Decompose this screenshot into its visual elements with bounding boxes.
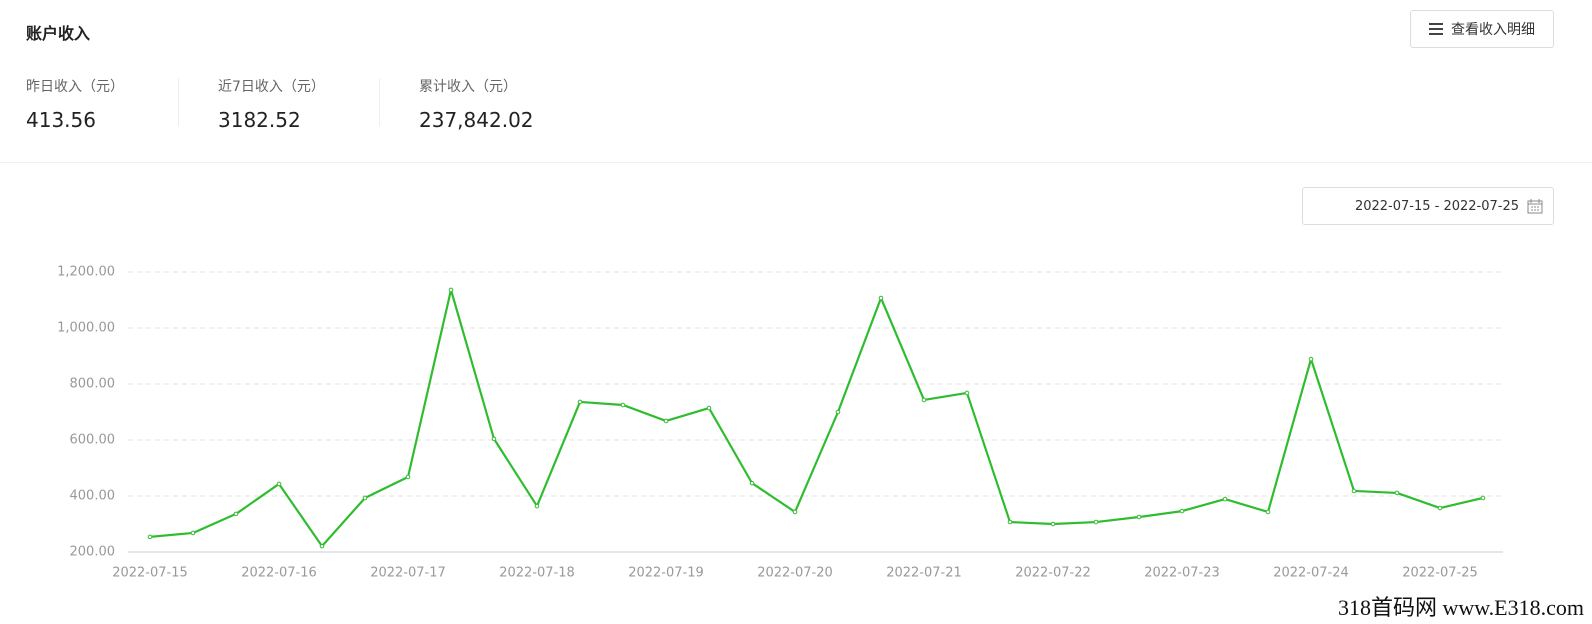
y-tick-label: 1,200.00 [57,265,115,280]
y-tick-label: 600.00 [70,433,116,448]
x-tick-label: 2022-07-20 [757,566,833,581]
point [1050,521,1056,527]
point [147,534,153,540]
stat-label: 近7日收入（元） [218,79,325,95]
x-tick-label: 2022-07-23 [1144,566,1220,581]
point [233,511,239,517]
stat: 累计收入（元） 237,842.02 [419,76,534,132]
date-picker[interactable]: 2022-07-15 - 2022-07-25 [1302,187,1554,225]
point [1179,508,1185,514]
line [149,288,1484,548]
stat: 昨日收入（元） 413.56 [26,76,124,132]
y-tick-label: 1,000.00 [57,321,115,336]
x-tick-label: 2022-07-18 [499,566,575,581]
point [835,409,841,415]
x-tick-label: 2022-07-24 [1273,566,1349,581]
point [1093,519,1099,525]
point [706,405,712,411]
x-tick-label: 2022-07-17 [370,566,446,581]
date-range: 2022-07-15 - 2022-07-25 [1354,198,1519,214]
point [1007,519,1013,525]
calendar-icon [1527,199,1543,214]
x-tick-label: 2022-07-16 [241,566,317,581]
point [1222,496,1228,502]
y-tick-label: 800.00 [70,377,116,392]
button-label: 查看收入明细 [1451,22,1535,38]
y-tick-label: 400.00 [70,489,116,504]
point [792,509,798,515]
x-tick-label: 2022-07-21 [886,566,962,581]
section-title: 账户收入 [26,24,91,43]
stat-value: 3182.52 [218,108,301,132]
point [620,402,626,408]
detail-button[interactable]: 查看收入明细 [1410,10,1554,48]
point [362,495,368,501]
point [663,418,669,424]
separator [379,78,380,126]
stat-label: 昨日收入（元） [26,79,124,95]
point [878,295,884,301]
point [276,481,282,487]
separator [178,78,179,126]
y-tick-label: 200.00 [70,545,116,560]
x-tick-label: 2022-07-19 [628,566,704,581]
point [964,390,970,396]
point [1136,514,1142,520]
point [190,530,196,536]
divider [0,162,1592,163]
point [577,399,583,405]
x-tick-label: 2022-07-15 [112,566,188,581]
x-tick-label: 2022-07-25 [1402,566,1478,581]
point [921,397,927,403]
stat-value: 237,842.02 [419,108,534,132]
point [749,480,755,486]
point [1480,495,1486,501]
point [319,543,325,549]
point [448,287,454,293]
point [1437,505,1443,511]
x-tick-label: 2022-07-22 [1015,566,1091,581]
watermark: 318首码网 www.E318.com [1333,590,1588,622]
point [1308,356,1314,362]
stat: 近7日收入（元） 3182.52 [218,76,325,132]
menu-icon [1429,23,1443,35]
point [1351,488,1357,494]
point [1265,509,1271,515]
point [491,436,497,442]
stat-value: 413.56 [26,108,96,132]
stat-label: 累计收入（元） [419,79,517,95]
point [1394,490,1400,496]
point [534,503,540,509]
point [405,474,411,480]
